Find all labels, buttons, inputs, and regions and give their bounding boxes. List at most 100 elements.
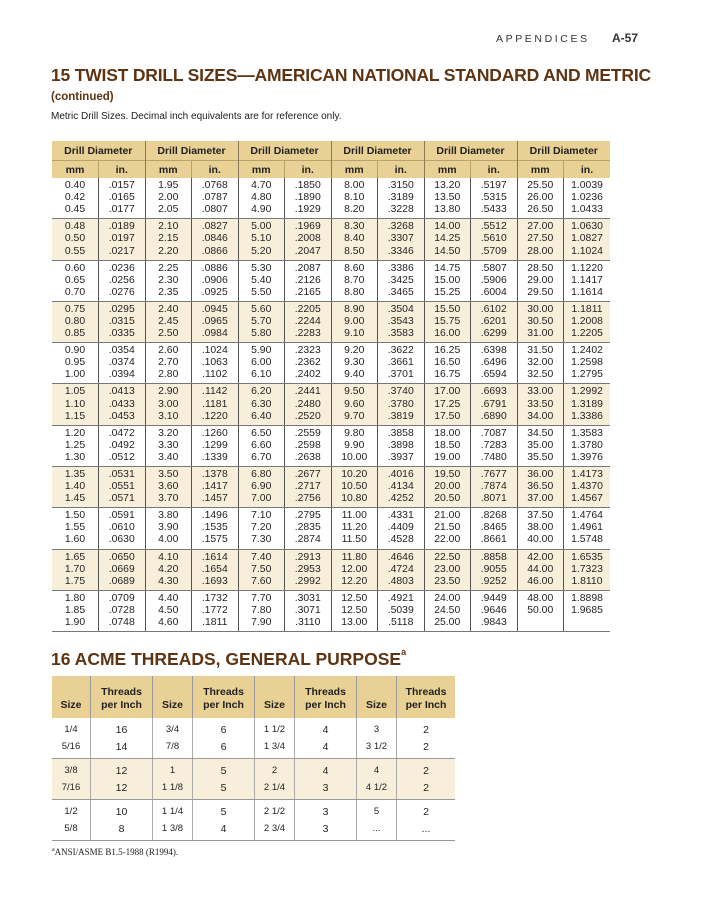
mm-value: 1.85: [64, 604, 86, 616]
mm-value: 4.60: [144, 617, 192, 633]
inch-value: .3543: [377, 315, 424, 329]
table-row: 5/16 14 7/8 6 1 3/4 4 3 1/2 2: [52, 738, 455, 759]
inch-value: .1614: [191, 549, 238, 564]
threads-per-inch-value: 14: [90, 738, 153, 759]
inch-value: .6594: [470, 369, 517, 385]
size-value: 3/4: [152, 718, 193, 738]
inch-value: .5118: [377, 617, 424, 633]
inch-value: .2165: [284, 286, 331, 302]
inch-value: .0472: [98, 425, 145, 440]
mm-value: 18.00: [423, 425, 471, 440]
mm-value: 2.05: [144, 204, 192, 220]
mm-value: 2.50: [144, 328, 192, 344]
inch-value: .5807: [470, 260, 517, 275]
mm-value: 14.50: [423, 245, 471, 261]
mm-header: mm: [52, 160, 99, 178]
mm-value: 0.55: [52, 245, 99, 261]
mm-value: 5.30: [237, 260, 285, 275]
inch-value: .9252: [470, 575, 517, 591]
mm-value: 28.00: [516, 245, 564, 261]
inch-value: .2126: [284, 274, 331, 287]
table-row: 1.90.0748 4.60.1811 7.90.3110 13.00.5118 25.…: [52, 617, 610, 633]
twist-drill-sizes-table: Drill Diameter Drill Diameter Drill Diamet…: [52, 141, 610, 633]
inch-value: .3937: [377, 451, 424, 467]
threads-per-inch-header: Threads per Inch: [294, 676, 357, 718]
mm-value: 1.05: [52, 383, 99, 399]
tpi-header-line1: Threads: [203, 686, 244, 698]
mm-value: 38.00: [516, 522, 564, 535]
in-header: in.: [284, 160, 331, 178]
mm-value: 9.70: [330, 410, 378, 426]
mm-value: 17.50: [423, 410, 471, 426]
table-row: 0.95 .0374 2.70.1063 6.00.2362 9.30.3661 16.5…: [52, 357, 610, 370]
tpi-header-line2: per Inch: [405, 699, 447, 711]
mm-value: 1.15: [52, 410, 99, 426]
inch-value: .0512: [98, 451, 145, 467]
size-value: 7/8: [152, 738, 193, 759]
inch-value: .3661: [377, 357, 424, 370]
inch-value: .7283: [470, 439, 517, 452]
inch-value: .5512: [470, 218, 517, 234]
table-row: 1.75.0689 4.30.1693 7.60.2992 12.20.4803 23.…: [52, 575, 610, 591]
table-row: 1.45.0571 3.70.1457 7.00.2756 10.80.4252 20.…: [52, 493, 610, 509]
mm-value: 3.90: [144, 522, 192, 535]
mm-value: 2.35: [144, 286, 192, 302]
mm-value: 0.65: [64, 274, 86, 286]
inch-value: .3780: [377, 398, 424, 411]
mm-value: 0.75: [52, 301, 99, 316]
table-row: 0.48.0189 2.10.0827 5.00.1969 8.30.3268 14.0…: [52, 218, 610, 234]
inch-value: .0689: [98, 575, 145, 591]
page-number: A-57: [612, 31, 639, 45]
inch-value: .2362: [284, 357, 331, 370]
mm-value: 3.00: [144, 398, 192, 411]
mm-value: 46.00: [516, 575, 564, 591]
inch-value: .3110: [284, 617, 331, 633]
inch-value: .0610: [98, 522, 145, 535]
inch-value: .5610: [470, 233, 517, 246]
mm-value: 13.20: [423, 178, 471, 193]
drill-diameter-header: Drill Diameter: [516, 141, 610, 161]
in-header: in.: [191, 160, 238, 178]
mm-value: 4.80: [237, 192, 285, 205]
mm-value: 23.50: [423, 575, 471, 591]
inch-value: .0906: [191, 274, 238, 287]
mm-value: 1.90: [52, 617, 99, 633]
mm-value: 1.65: [52, 549, 99, 564]
table-row: 5/8 8 1 3/8 4 2 3/4 3......: [52, 820, 455, 841]
in-header: in.: [377, 160, 424, 178]
inch-value: .2441: [284, 383, 331, 399]
mm-value: 19.50: [423, 466, 471, 482]
inch-value: .8071: [470, 493, 517, 509]
mm-value: 0.40: [64, 180, 86, 192]
tpi-header-line1: Threads: [101, 686, 142, 698]
mm-value: 17.25: [423, 398, 471, 411]
inch-value: 1.3189: [563, 398, 610, 411]
inch-value: .3740: [377, 383, 424, 399]
inch-value: [563, 617, 610, 633]
inch-value: .1772: [191, 604, 238, 617]
mm-value: 0.80: [52, 315, 99, 329]
mm-value: 5.90: [237, 342, 285, 358]
table-row: 0.55.0217 2.20.0866 5.20.2047 8.50.3346 14.5…: [52, 245, 610, 261]
mm-value: 37.00: [516, 493, 564, 509]
mm-value: 24.00: [423, 590, 471, 605]
size-value: 5/16: [52, 738, 91, 759]
inch-value: .3583: [377, 328, 424, 344]
mm-value: 0.60: [64, 262, 86, 274]
size-value: 1 1/8: [152, 779, 193, 800]
mm-value: 22.50: [423, 549, 471, 564]
inch-value: .0374: [98, 357, 145, 370]
mm-value: 19.00: [423, 451, 471, 467]
table-row: 1.55 .0610 3.90.1535 7.20.2835 11.20.4409 21.…: [52, 522, 610, 535]
table-row: 1.65.0650 4.10.1614 7.40.2913 11.80.4646 22.…: [52, 549, 610, 564]
inch-value: .0591: [98, 507, 145, 523]
inch-value: .2047: [284, 245, 331, 261]
mm-value: 30.50: [516, 315, 564, 329]
mm-value: 20.00: [423, 481, 471, 494]
mm-value: 6.30: [237, 398, 285, 411]
inch-value: 1.2598: [563, 357, 610, 370]
mm-value: 1.25: [64, 439, 86, 451]
size-header: Size: [152, 676, 193, 718]
mm-value: 33.50: [516, 398, 564, 411]
mm-header: mm: [423, 160, 471, 178]
